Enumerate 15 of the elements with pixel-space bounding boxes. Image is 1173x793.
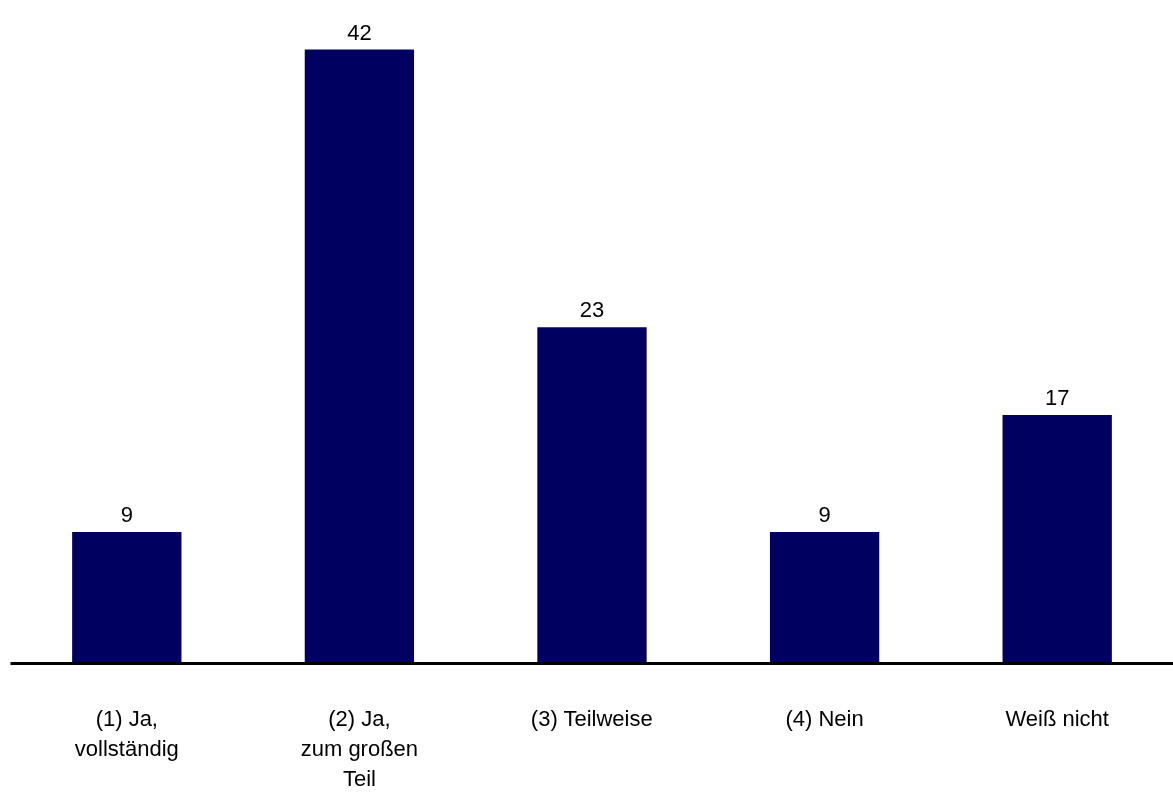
x-tick-label: (4) Nein	[785, 705, 864, 731]
x-tick-label: (2) Ja, zum großen Teil	[300, 705, 419, 791]
bar	[304, 49, 415, 664]
x-tick-label: Weiß nicht	[1005, 705, 1109, 731]
data-label: 9	[818, 501, 831, 527]
x-tick-label: (3) Teilweise	[530, 705, 653, 731]
bar	[537, 327, 647, 664]
bar	[1002, 415, 1112, 664]
data-label: 42	[347, 19, 372, 45]
data-label: 17	[1044, 385, 1070, 411]
data-label: 23	[579, 297, 605, 323]
bar	[72, 531, 182, 664]
data-label: 9	[120, 501, 133, 527]
x-tick-label: (1) Ja, vollständig	[74, 705, 179, 761]
bar	[769, 531, 880, 664]
